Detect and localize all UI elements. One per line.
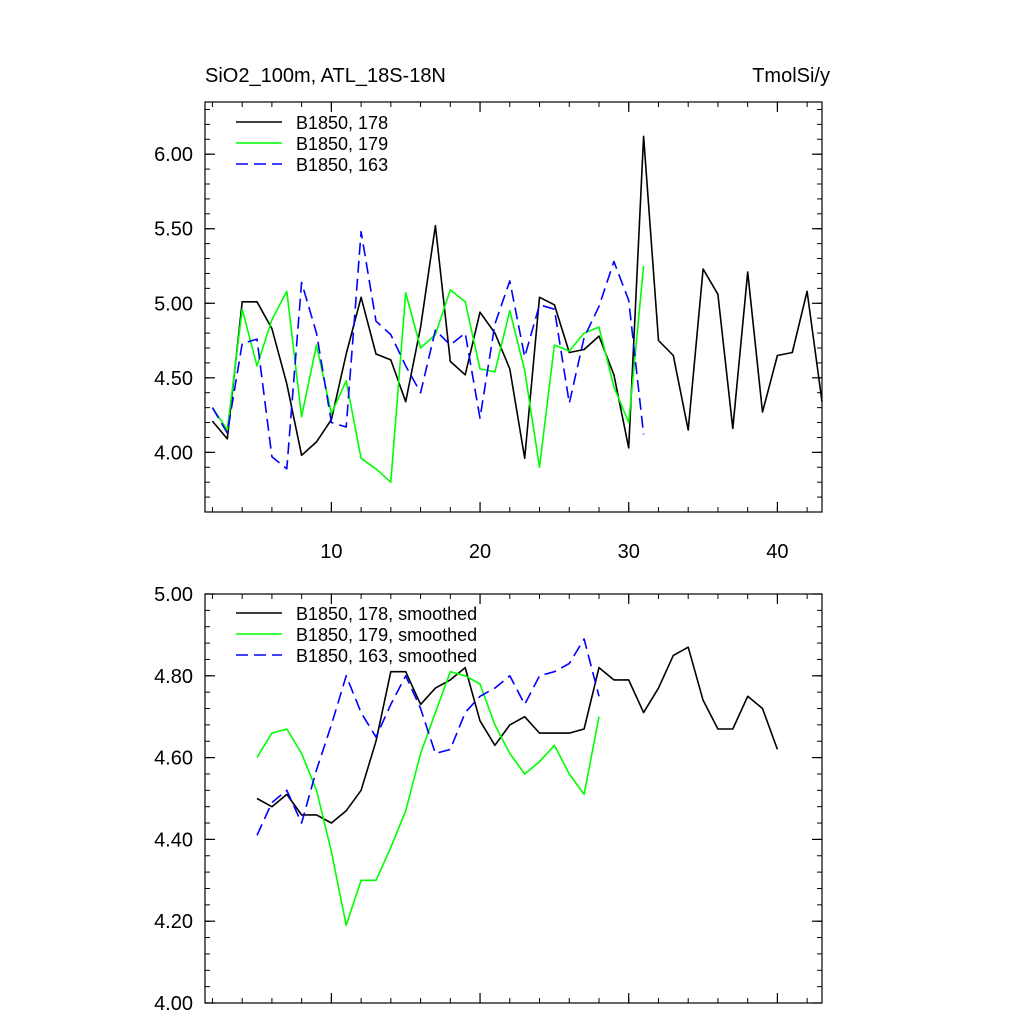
legend-label-1: B1850, 179 xyxy=(296,134,388,154)
y-tick-label: 4.60 xyxy=(154,748,193,770)
legend-label-2: B1850, 163, smoothed xyxy=(296,646,477,666)
x-tick-label: 10 xyxy=(320,541,342,563)
chart-title-right: TmolSi/y xyxy=(752,65,830,87)
series-line-1 xyxy=(211,265,645,484)
x-tick-label: 40 xyxy=(766,541,788,563)
series-line-2 xyxy=(256,638,600,836)
y-tick-label: 5.00 xyxy=(154,584,193,606)
y-tick-label: 4.80 xyxy=(154,666,193,688)
legend-label-0: B1850, 178, smoothed xyxy=(296,604,477,624)
plot-frame xyxy=(204,101,823,513)
legend-label-0: B1850, 178 xyxy=(296,113,388,133)
chart-title-left: SiO2_100m, ATL_18S-18N xyxy=(205,65,446,87)
y-tick-label: 5.00 xyxy=(154,293,193,315)
bottom-panel: 4.00 4.20 4.40 4.60 4.80 5.00 B1850, 178, smoo… xyxy=(154,584,823,1015)
y-tick-label: 6.00 xyxy=(154,144,193,166)
y-tick-label: 4.00 xyxy=(154,442,193,464)
x-tick-label: 20 xyxy=(469,541,491,563)
series-line-0 xyxy=(211,135,823,460)
y-tick-label: 4.20 xyxy=(154,911,193,933)
y-tick-label: 5.50 xyxy=(154,219,193,241)
legend-label-1: B1850, 179, smoothed xyxy=(296,625,477,645)
series-line-0 xyxy=(256,646,779,824)
plot-frame xyxy=(204,593,823,1004)
y-tick-label: 4.40 xyxy=(154,829,193,851)
y-tick-label: 4.50 xyxy=(154,368,193,390)
x-tick-label: 30 xyxy=(618,541,640,563)
series-line-2 xyxy=(211,230,645,470)
y-tick-label: 4.00 xyxy=(154,993,193,1015)
legend-label-2: B1850, 163 xyxy=(296,155,388,175)
